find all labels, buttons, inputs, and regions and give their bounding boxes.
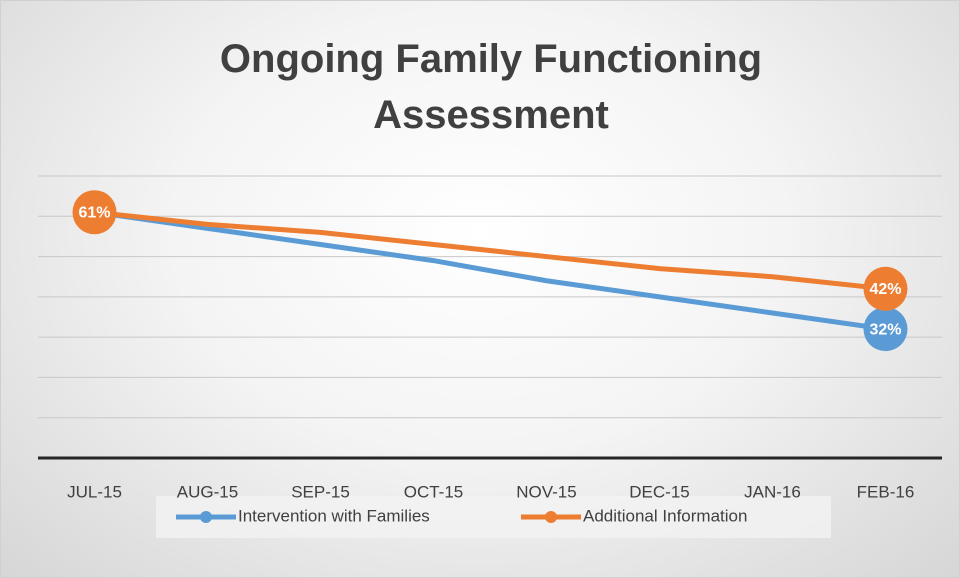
x-tick-label: OCT-15 — [404, 482, 464, 501]
marker — [863, 266, 908, 311]
data-label: 42% — [869, 281, 901, 298]
legend-label: Additional Information — [583, 506, 747, 525]
legend-marker — [200, 511, 212, 523]
x-tick-label: FEB-16 — [857, 482, 915, 501]
x-tick-label: JUL-15 — [67, 482, 122, 501]
series-line — [92, 209, 888, 292]
marker — [72, 190, 117, 235]
x-tick-label: SEP-15 — [291, 482, 350, 501]
x-tick-label: NOV-15 — [516, 482, 576, 501]
chart-title: Ongoing Family Functioning Assessment — [219, 37, 763, 137]
x-tick-label: DEC-15 — [629, 482, 689, 501]
legend-marker — [545, 511, 557, 523]
data-label: 61% — [78, 204, 110, 221]
data-label: 32% — [869, 321, 901, 338]
series-line — [92, 209, 888, 332]
legend-box — [156, 496, 831, 538]
marker — [863, 307, 908, 352]
x-tick-label: JAN-16 — [744, 482, 801, 501]
legend-label: Intervention with Families — [238, 506, 430, 525]
x-tick-label: AUG-15 — [177, 482, 238, 501]
